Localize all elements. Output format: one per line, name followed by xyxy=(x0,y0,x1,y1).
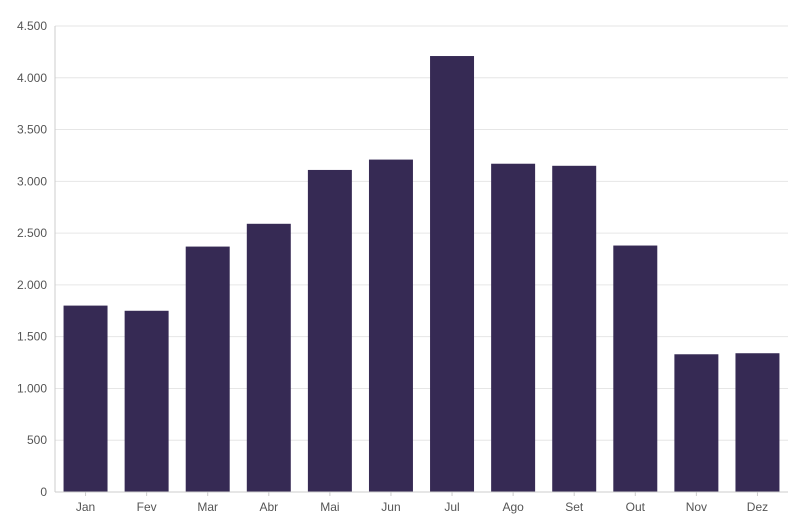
y-tick-label: 4.000 xyxy=(17,71,47,85)
axes xyxy=(54,26,788,496)
bar-mai[interactable] xyxy=(307,169,352,493)
y-tick-label: 4.500 xyxy=(17,19,47,33)
y-tick-label: 3.500 xyxy=(17,123,47,137)
x-tick-label: Jun xyxy=(381,500,400,514)
y-tick-label: 3.000 xyxy=(17,174,47,188)
bar-out[interactable] xyxy=(613,245,658,492)
x-tick-label: Dez xyxy=(747,500,768,514)
x-tick-label: Jul xyxy=(444,500,459,514)
y-tick-label: 2.000 xyxy=(17,278,47,292)
x-tick-label: Nov xyxy=(686,500,707,514)
y-axis-tick-labels: 0 500 1.000 1.500 2.000 2.500 3.000 3.500 4.000 4… xyxy=(17,19,47,499)
bar-abr[interactable] xyxy=(246,223,291,492)
x-tick-label: Mai xyxy=(320,500,339,514)
x-tick-label: Fev xyxy=(137,500,157,514)
bar-nov[interactable] xyxy=(674,354,719,492)
bar-ago[interactable] xyxy=(491,163,536,492)
x-tick-label: Jan xyxy=(76,500,95,514)
grid-lines xyxy=(55,25,788,441)
bar-jan[interactable] xyxy=(63,305,108,492)
bar-fev[interactable] xyxy=(124,310,169,492)
x-tick-label: Set xyxy=(565,500,584,514)
x-tick-label: Mar xyxy=(197,500,218,514)
bar-dez[interactable] xyxy=(735,353,780,492)
x-tick-label: Ago xyxy=(502,500,524,514)
x-tick-label: Out xyxy=(626,500,646,514)
x-tick-label: Abr xyxy=(259,500,278,514)
y-tick-label: 1.500 xyxy=(17,330,47,344)
bar-set[interactable] xyxy=(552,165,597,493)
x-axis-tick-labels: Jan Fev Mar Abr Mai Jun Jul Ago Set Out Nov Dez xyxy=(76,500,768,514)
y-tick-label: 0 xyxy=(40,485,47,499)
bars xyxy=(63,56,780,493)
y-tick-label: 500 xyxy=(27,433,47,447)
bar-mar[interactable] xyxy=(185,246,230,492)
bar-jun[interactable] xyxy=(368,159,413,492)
y-tick-label: 1.000 xyxy=(17,381,47,395)
y-tick-label: 2.500 xyxy=(17,226,47,240)
bar-jul[interactable] xyxy=(430,56,475,492)
